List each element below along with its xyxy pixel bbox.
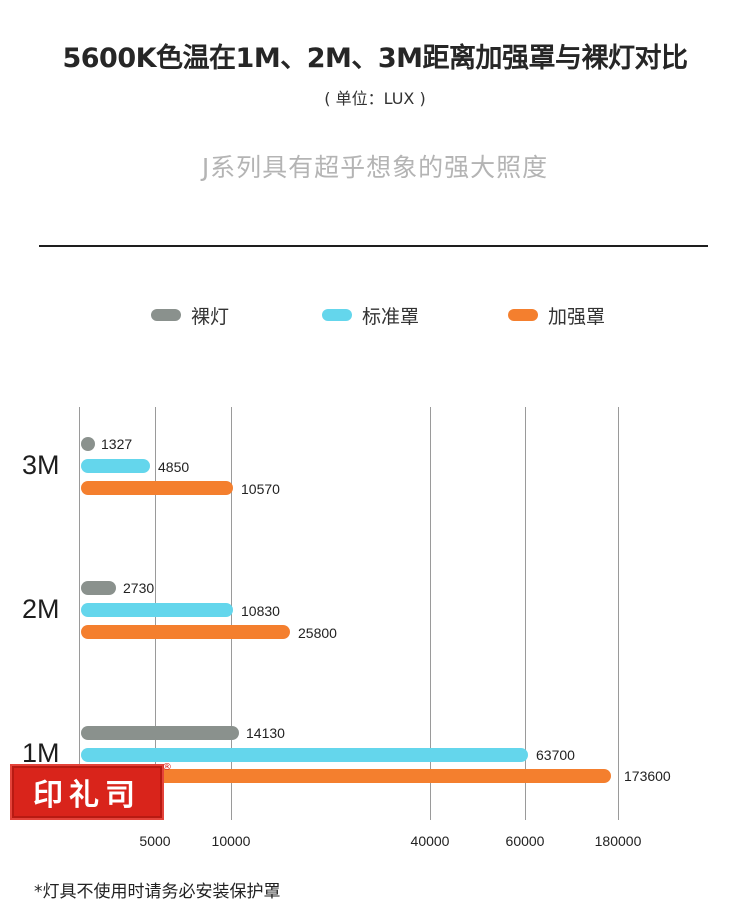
gridline-axis xyxy=(79,407,80,820)
gridline-40000 xyxy=(430,407,431,820)
bar-1m-standard xyxy=(81,748,528,762)
chart-subtitle: J系列具有超乎想象的强大照度 xyxy=(201,153,549,182)
legend-swatch-icon xyxy=(322,309,352,321)
legend-label: 裸灯 xyxy=(191,305,230,328)
gridline-180000 xyxy=(618,407,619,820)
bar-3m-standard xyxy=(81,459,150,473)
tick-label: 5000 xyxy=(139,833,171,849)
value-2m-enhanced: 25800 xyxy=(298,625,337,641)
legend-label: 加强罩 xyxy=(548,305,606,328)
bar-2m-enhanced xyxy=(81,625,290,639)
value-2m-standard: 10830 xyxy=(241,603,280,619)
legend-item-bare-light: 裸灯 xyxy=(151,303,230,328)
chart-title: 5600K色温在1M、2M、3M距离加强罩与裸灯对比 xyxy=(62,43,688,74)
tick-label: 40000 xyxy=(410,833,450,849)
footnote: *灯具不使用时请务必安装保护罩 xyxy=(34,882,281,902)
registered-mark-icon: ® xyxy=(162,762,172,773)
brand-stamp-logo: 印礼司 ® xyxy=(12,762,172,818)
row-label-3m: 3M xyxy=(22,450,60,480)
tick-label: 10000 xyxy=(211,833,251,849)
value-3m-enhanced: 10570 xyxy=(241,481,280,497)
value-3m-standard: 4850 xyxy=(158,459,190,475)
tick-label: 180000 xyxy=(594,833,642,849)
value-1m-bare: 14130 xyxy=(246,725,285,741)
value-1m-standard: 63700 xyxy=(536,747,575,763)
legend-item-standard-cover: 标准罩 xyxy=(322,303,420,328)
bar-1m-enhanced xyxy=(81,769,611,783)
gridline-60000 xyxy=(525,407,526,820)
value-3m-bare: 1327 xyxy=(101,436,133,452)
brand-stamp-text: 印礼司 xyxy=(33,778,141,813)
bar-2m-bare xyxy=(81,581,116,595)
divider xyxy=(39,245,708,247)
value-1m-enhanced: 173600 xyxy=(624,768,671,784)
legend-swatch-icon xyxy=(151,309,181,321)
bar-2m-standard xyxy=(81,603,233,617)
legend-item-enhanced-cover: 加强罩 xyxy=(508,303,606,328)
tick-label: 60000 xyxy=(505,833,545,849)
row-label-1m: 1M xyxy=(22,738,60,768)
value-2m-bare: 2730 xyxy=(123,580,155,596)
bar-3m-bare xyxy=(81,437,95,451)
row-label-2m: 2M xyxy=(22,594,60,624)
legend-swatch-icon xyxy=(508,309,538,321)
bar-1m-bare xyxy=(81,726,239,740)
legend-label: 标准罩 xyxy=(362,305,420,328)
chart-unit: ( 单位：LUX ) xyxy=(324,89,426,108)
bar-3m-enhanced xyxy=(81,481,233,495)
